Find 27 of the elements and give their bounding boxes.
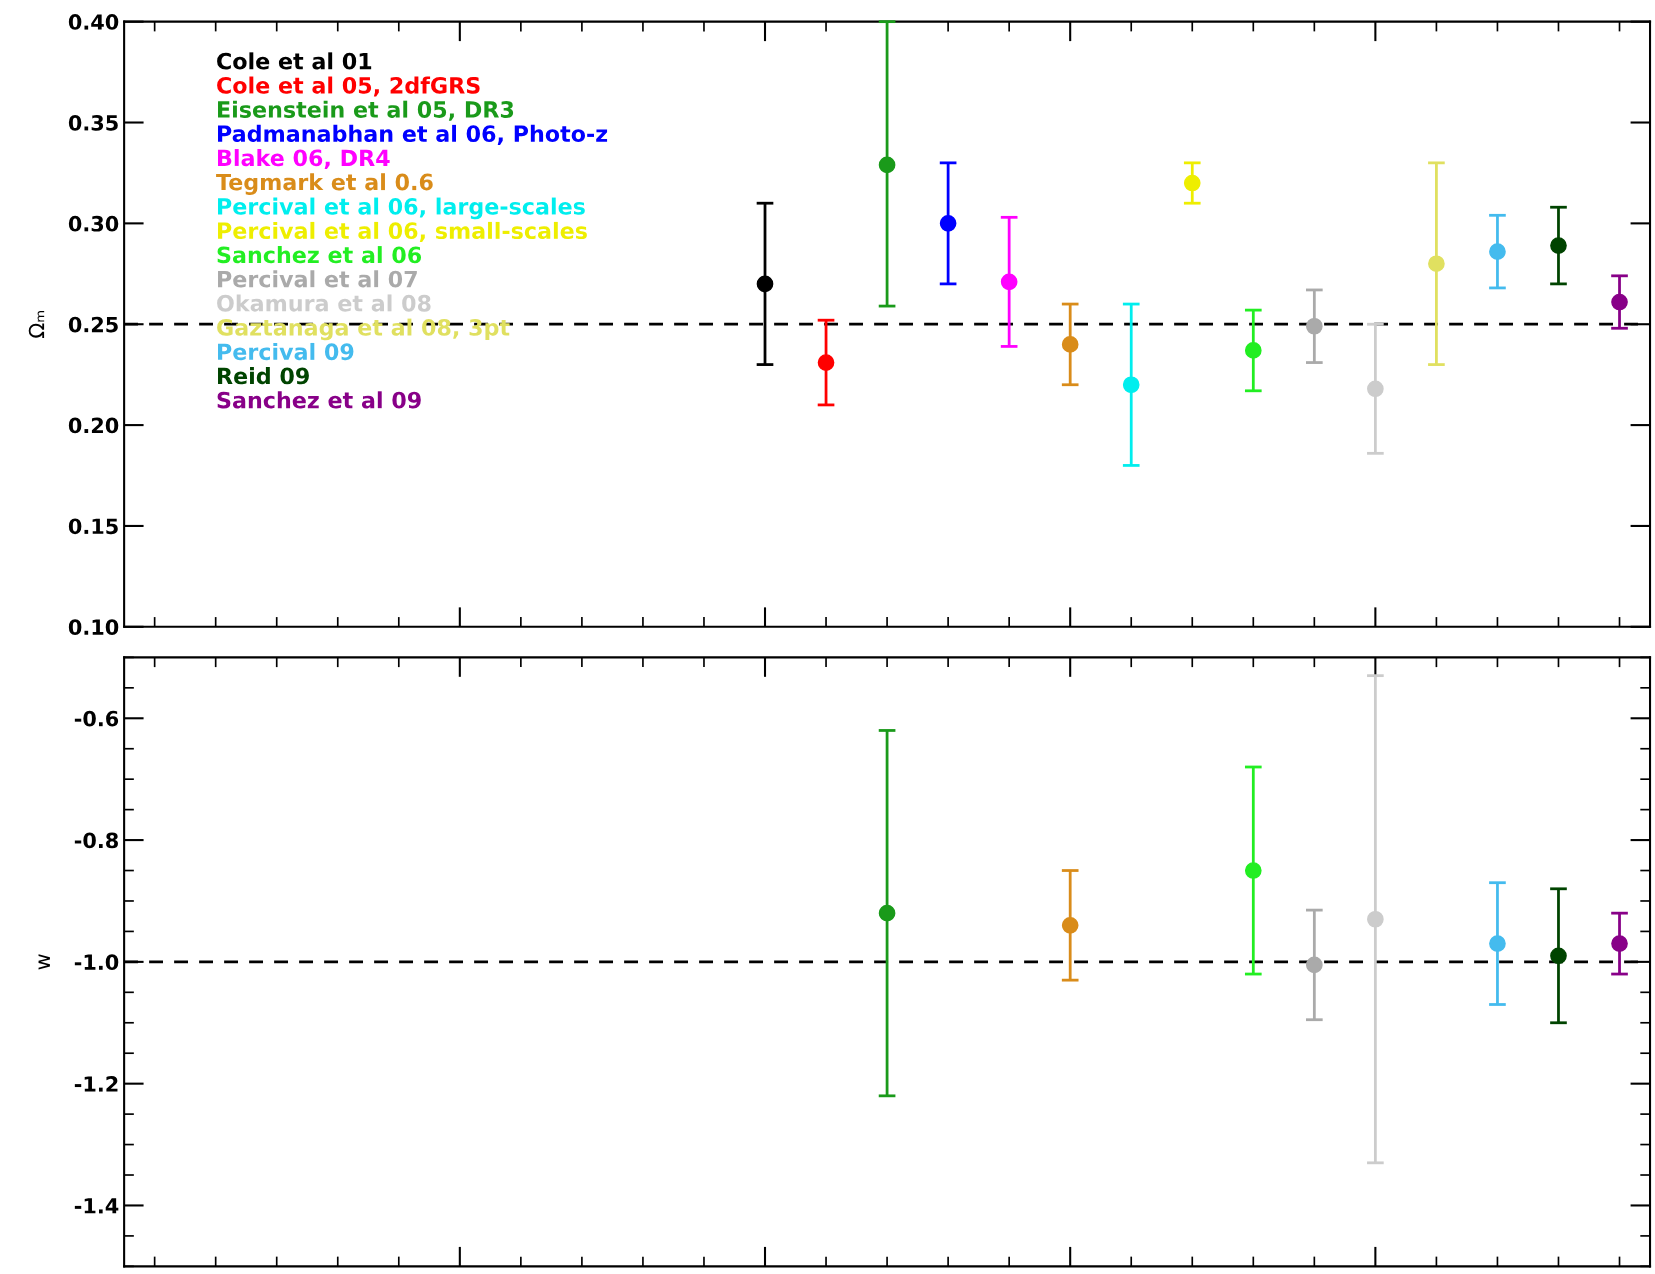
- text: Percival et al 07: [218, 270, 417, 288]
- text: Eisenstein et al 05, DR3: [218, 100, 514, 121]
- y-tick-label: 0.25: [68, 316, 118, 333]
- y-axis-title: Ωₘ: [28, 311, 45, 338]
- y-tick-label: 0.40: [68, 14, 119, 30]
- text: Reid 09: [218, 367, 309, 385]
- text: Sanchez et al 06: [217, 246, 422, 264]
- y-tick-label: -1.0: [74, 954, 119, 971]
- legend-label: Cole et al 01: [217, 52, 372, 70]
- y-tick-label: 0.30: [68, 215, 119, 232]
- y-tick-label: -1.4: [74, 1198, 119, 1214]
- y-tick-label: -0.8: [74, 832, 118, 849]
- y-tick-label: 0.20: [68, 417, 119, 434]
- text: Percival 09: [218, 342, 354, 361]
- y-tick-label: 0.10: [68, 619, 119, 636]
- text: Padmanabhan et al 06, Photo-z: [218, 124, 608, 145]
- y-tick-label: 0.15: [68, 518, 118, 535]
- text: Tegmark et al 0.6: [216, 173, 433, 195]
- y-axis-title: w: [38, 954, 50, 970]
- y-tick-label: 0.35: [68, 114, 118, 131]
- text: Cole et al 05, 2dfGRS: [217, 76, 480, 97]
- text: Percival et al 06, large-scales: [218, 197, 585, 220]
- text: Sanchez et al 09: [217, 391, 421, 409]
- text: Blake 06, DR4: [218, 149, 390, 170]
- y-tick-label: -1.2: [74, 1076, 118, 1092]
- y-tick-label: -0.6: [74, 710, 119, 727]
- text: Percival et al 06, small-scales: [218, 221, 587, 242]
